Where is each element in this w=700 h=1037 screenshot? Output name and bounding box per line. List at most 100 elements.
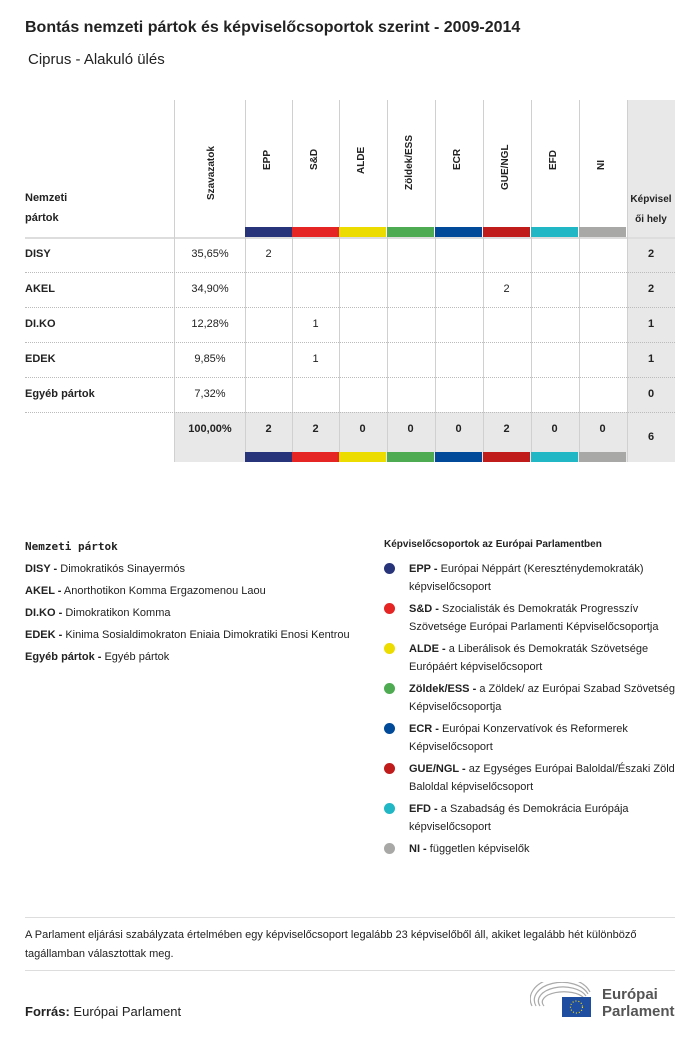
group-header-1: S&D (309, 148, 320, 170)
seat-count (245, 377, 292, 412)
party-legend-item: EDEK - Kinima Sosialdimokraton Eniaia Di… (25, 626, 355, 644)
group-color-bar (435, 227, 482, 237)
group-color-bar (579, 227, 626, 237)
total-group-seats: 0 (407, 423, 414, 435)
party-full-name: Egyéb pártok (104, 651, 170, 663)
group-header-3: Zöldek/ESS (404, 134, 415, 190)
logo-line1: Európai (602, 986, 658, 1003)
seat-count: 1 (312, 353, 319, 365)
party-legend-item: Egyéb pártok - Egyéb pártok (25, 648, 355, 666)
total-seats: 2 (647, 283, 655, 295)
column-divider (483, 100, 484, 462)
party-legend-item: AKEL - Anorthotikon Komma Ergazomenou La… (25, 582, 355, 600)
seats-column-bg (627, 100, 675, 462)
group-legend-title: Képviselőcsoportok az Európai Parlamentb… (384, 539, 602, 550)
divider (25, 917, 675, 918)
seat-count (387, 272, 434, 307)
seat-count (531, 307, 578, 342)
party-abbr: AKEL - (25, 585, 62, 597)
seat-count (579, 272, 626, 307)
group-abbr: S&D - (409, 603, 439, 615)
group-color-dot-icon (384, 763, 395, 774)
group-color-dot-icon (384, 723, 395, 734)
vote-share: 7,32% (194, 388, 226, 400)
group-color-bar (387, 227, 434, 237)
seat-count (339, 342, 386, 377)
seat-count (531, 237, 578, 272)
group-color-bar (339, 452, 386, 462)
column-divider (531, 100, 532, 462)
group-abbr: NI - (409, 843, 427, 855)
seat-count (531, 342, 578, 377)
group-full-name: az Egységes Európai Baloldal/Északi Zöld… (409, 763, 675, 793)
vote-share: 34,90% (191, 283, 229, 295)
group-legend: Képviselőcsoportok az Európai Parlamentb… (384, 536, 684, 862)
group-legend-item: ECR - Európai Konzervatívok és Reformere… (384, 720, 684, 756)
group-legend-item: EFD - a Szabadság és Demokrácia Európája… (384, 800, 684, 836)
votes-column-header: Szavazatok (206, 146, 217, 200)
group-header-5: GUE/NGL (500, 144, 511, 190)
column-divider (627, 100, 628, 462)
group-legend-item: S&D - Szocialisták és Demokraták Progres… (384, 600, 684, 636)
seat-count (435, 342, 482, 377)
seat-count (579, 377, 626, 412)
header-divider (25, 237, 675, 239)
group-color-bar (531, 227, 578, 237)
column-divider (339, 100, 340, 462)
group-header-0: EPP (262, 149, 273, 170)
party-name: AKEL (25, 283, 55, 295)
party-full-name: Anorthotikon Komma Ergazomenou Laou (63, 585, 266, 597)
seat-count (387, 377, 434, 412)
party-abbr: EDEK - (25, 629, 63, 641)
hemicycle-icon (529, 977, 591, 1017)
vote-share: 12,28% (191, 318, 229, 330)
ep-logo: Európai Parlament (529, 977, 675, 1022)
party-legend-title: Nemzeti pártok (25, 540, 118, 553)
total-seats: 2 (647, 248, 655, 260)
seat-count (339, 307, 386, 342)
party-full-name: Dimokratikon Komma (65, 607, 171, 619)
results-table: Nemzeti pártok Szavazatok Képviselői hel… (25, 100, 675, 465)
group-legend-item: GUE/NGL - az Egységes Európai Baloldal/É… (384, 760, 684, 796)
seat-count (339, 272, 386, 307)
party-column-header: Nemzeti pártok (25, 192, 68, 224)
group-full-name: független képviselők (429, 843, 530, 855)
seat-count (435, 272, 482, 307)
total-group-seats: 0 (455, 423, 462, 435)
source-label: Forrás: (25, 1004, 70, 1019)
total-group-seats: 2 (503, 423, 510, 435)
group-legend-item: NI - független képviselők (384, 840, 684, 858)
group-color-bar (339, 227, 386, 237)
seat-count (292, 377, 339, 412)
seat-count (387, 237, 434, 272)
group-legend-item: ALDE - a Liberálisok és Demokraták Szöve… (384, 640, 684, 676)
row-divider (25, 307, 675, 308)
group-abbr: ALDE - (409, 643, 446, 655)
page-subtitle: Ciprus - Alakuló ülés (28, 51, 165, 68)
group-abbr: ECR - (409, 723, 439, 735)
group-header-2: ALDE (356, 146, 367, 174)
group-color-bar (245, 452, 292, 462)
total-seats: 1 (647, 353, 655, 365)
seat-count: 2 (503, 283, 510, 295)
group-color-dot-icon (384, 603, 395, 614)
seat-count (245, 307, 292, 342)
seat-count (387, 307, 434, 342)
seat-count (292, 272, 339, 307)
vote-share: 35,65% (191, 248, 229, 260)
group-color-bar (245, 227, 292, 237)
group-legend-item: EPP - Európai Néppárt (Kereszténydemokra… (384, 560, 684, 596)
total-seats: 1 (647, 318, 655, 330)
party-name: DISY (25, 248, 51, 260)
seat-count (387, 342, 434, 377)
source: Forrás: Európai Parlament (25, 1004, 181, 1019)
group-color-bar (531, 452, 578, 462)
logo-line2: Parlament (602, 1003, 675, 1020)
group-color-dot-icon (384, 563, 395, 574)
party-abbr: DISY - (25, 563, 58, 575)
group-abbr: GUE/NGL - (409, 763, 466, 775)
seat-count (579, 342, 626, 377)
total-group-seats: 2 (265, 423, 272, 435)
seat-count: 2 (265, 248, 272, 260)
party-full-name: Dimokratikós Sinayermós (60, 563, 185, 575)
